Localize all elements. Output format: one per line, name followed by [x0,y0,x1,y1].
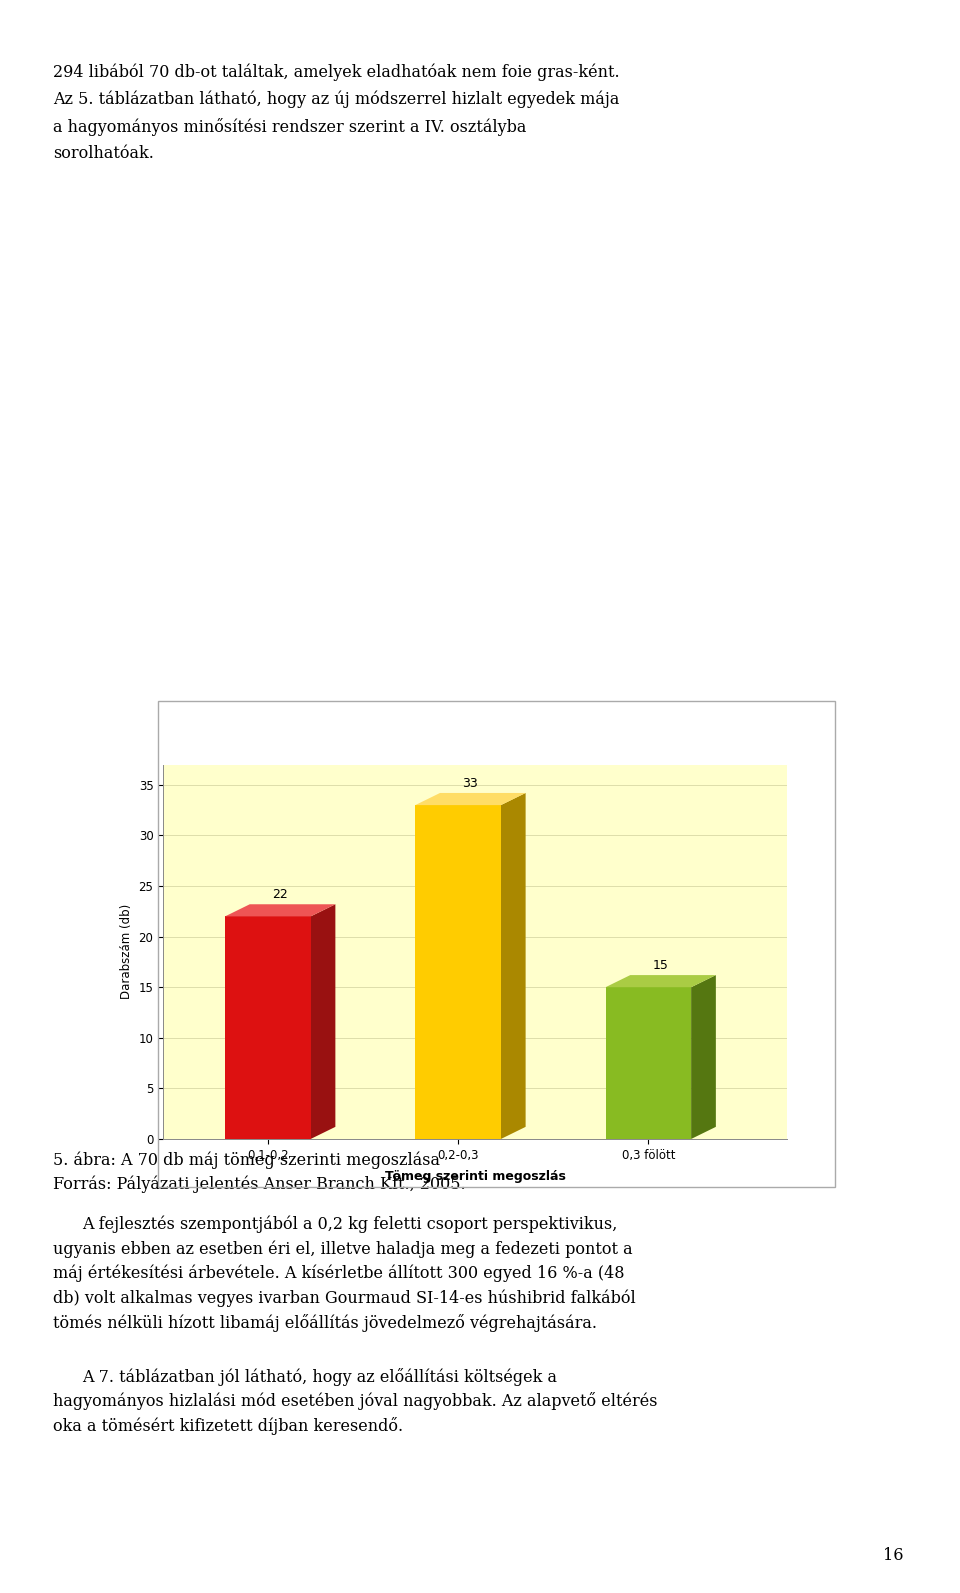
Text: 22: 22 [273,889,288,902]
Text: sorolhatóak.: sorolhatóak. [53,145,154,162]
Polygon shape [225,905,335,916]
Polygon shape [606,975,716,988]
Polygon shape [416,793,526,804]
Polygon shape [416,804,501,1139]
Text: 15: 15 [653,959,668,972]
Text: Az 5. táblázatban látható, hogy az új módszerrel hizlalt egyedek mája: Az 5. táblázatban látható, hogy az új mó… [53,91,619,108]
Text: oka a tömésért kifizetett díjban keresendő.: oka a tömésért kifizetett díjban keresen… [53,1418,403,1435]
Y-axis label: Darabszám (db): Darabszám (db) [120,905,133,999]
Text: A fejlesztés szempontjából a 0,2 kg feletti csoport perspektivikus,: A fejlesztés szempontjából a 0,2 kg fele… [82,1215,617,1233]
X-axis label: Tömeg szerinti megoszlás: Tömeg szerinti megoszlás [385,1169,565,1184]
Polygon shape [691,975,716,1139]
Text: 5. ábra: A 70 db máj tömeg szerinti megoszlása: 5. ábra: A 70 db máj tömeg szerinti mego… [53,1152,440,1169]
Text: A 7. táblázatban jól látható, hogy az előállítási költségek a: A 7. táblázatban jól látható, hogy az el… [82,1367,557,1386]
Text: Forrás: Pályázati jelentés Anser Branch Kft., 2005.: Forrás: Pályázati jelentés Anser Branch … [53,1176,466,1193]
Text: máj értékesítési árbevétele. A kísérletbe állított 300 egyed 16 %-a (48: máj értékesítési árbevétele. A kísérletb… [53,1265,624,1282]
Text: hagyományos hizlalási mód esetében jóval nagyobbak. Az alapvető eltérés: hagyományos hizlalási mód esetében jóval… [53,1392,658,1410]
Polygon shape [501,793,526,1139]
Polygon shape [311,905,335,1139]
Polygon shape [606,988,691,1139]
Text: 33: 33 [463,777,478,790]
Text: 16: 16 [882,1547,903,1564]
Text: db) volt alkalmas vegyes ivarban Gourmaud SI-14-es húshibrid falkából: db) volt alkalmas vegyes ivarban Gourmau… [53,1290,636,1306]
Text: a hagyományos minősítési rendszer szerint a IV. osztályba: a hagyományos minősítési rendszer szerin… [53,118,526,135]
Text: tömés nélküli hízott libamáj előállítás jövedelmező végrehajtására.: tömés nélküli hízott libamáj előállítás … [53,1314,597,1332]
Text: 294 libából 70 db-ot találtak, amelyek eladhatóak nem foie gras-ként.: 294 libából 70 db-ot találtak, amelyek e… [53,64,619,81]
Polygon shape [225,916,311,1139]
Text: ugyanis ebben az esetben éri el, illetve haladja meg a fedezeti pontot a: ugyanis ebben az esetben éri el, illetve… [53,1239,633,1257]
